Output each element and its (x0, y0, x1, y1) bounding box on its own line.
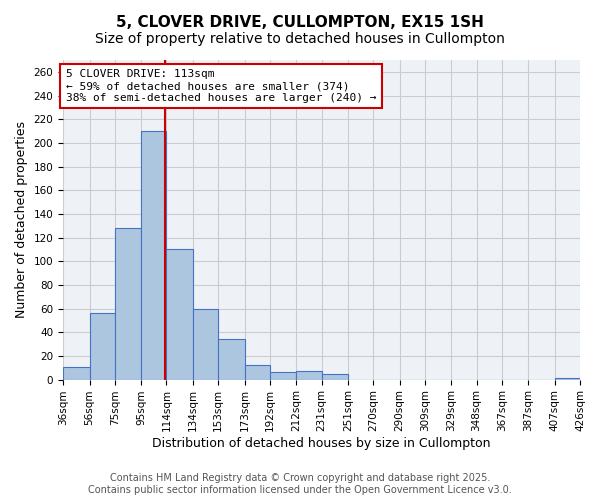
X-axis label: Distribution of detached houses by size in Cullompton: Distribution of detached houses by size … (152, 437, 491, 450)
Text: Size of property relative to detached houses in Cullompton: Size of property relative to detached ho… (95, 32, 505, 46)
Bar (166, 250, 193, 380)
Bar (63, 366, 89, 380)
Bar (193, 308, 218, 380)
Text: 5, CLOVER DRIVE, CULLOMPTON, EX15 1SH: 5, CLOVER DRIVE, CULLOMPTON, EX15 1SH (116, 15, 484, 30)
Bar (245, 366, 270, 380)
Bar (322, 374, 348, 380)
Bar (89, 314, 115, 380)
Text: 5 CLOVER DRIVE: 113sqm
← 59% of detached houses are smaller (374)
38% of semi-de: 5 CLOVER DRIVE: 113sqm ← 59% of detached… (65, 70, 376, 102)
Bar (555, 378, 580, 380)
Y-axis label: Number of detached properties: Number of detached properties (15, 122, 28, 318)
Text: Contains HM Land Registry data © Crown copyright and database right 2025.
Contai: Contains HM Land Registry data © Crown c… (88, 474, 512, 495)
Bar (218, 340, 245, 380)
Bar (115, 228, 141, 380)
Bar (270, 372, 296, 380)
Bar (141, 131, 166, 380)
Bar (296, 372, 322, 380)
